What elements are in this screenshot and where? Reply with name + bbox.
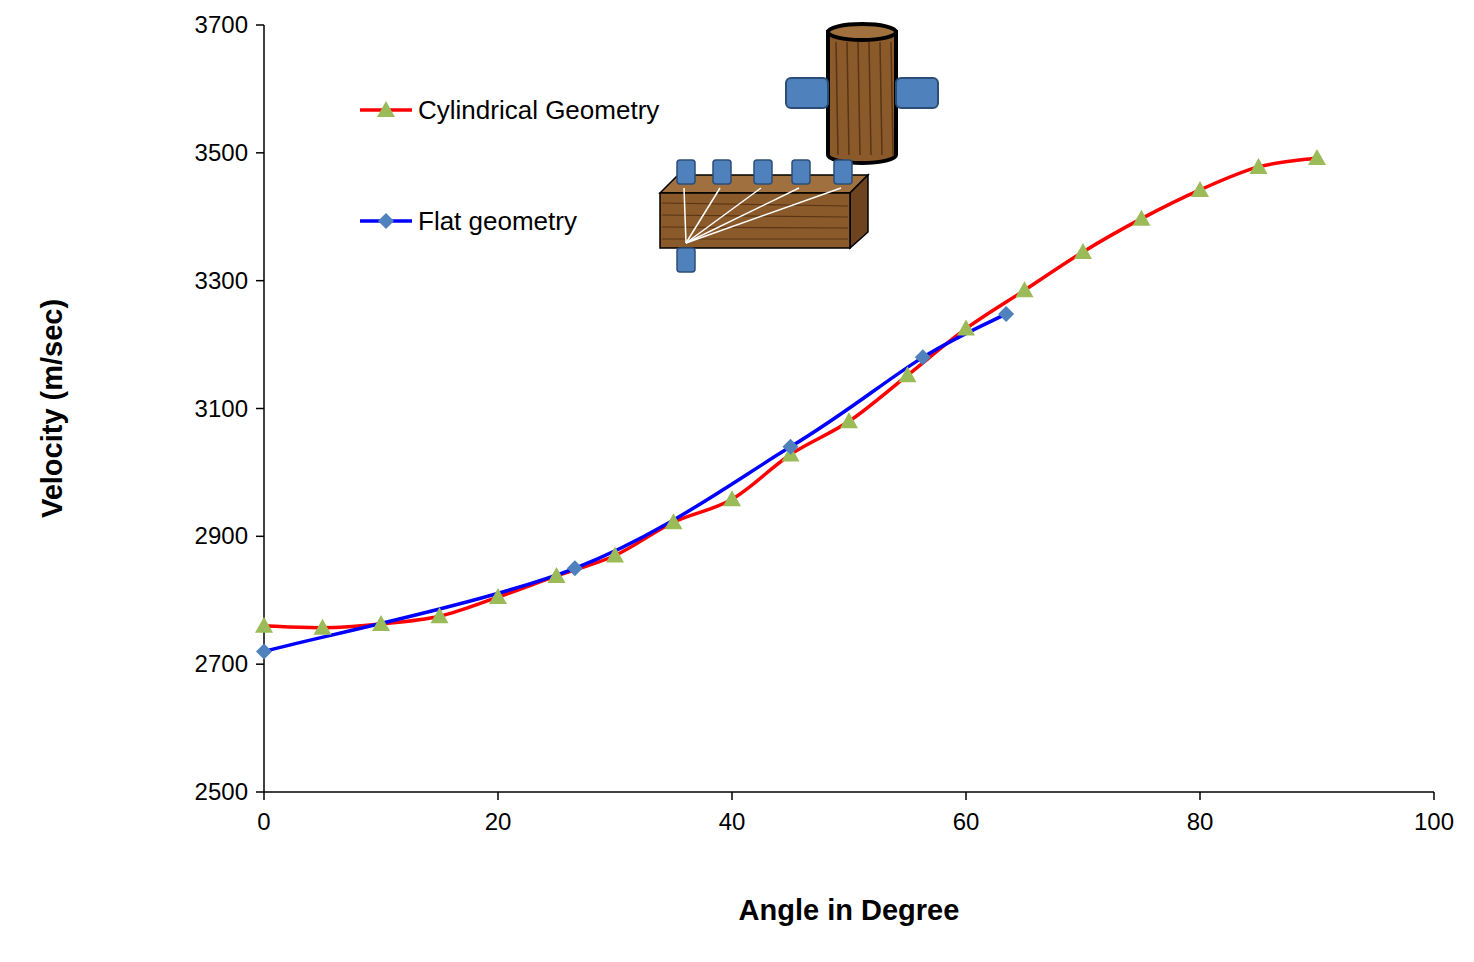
- y-tick: [256, 408, 264, 410]
- y-tick-label: 3100: [195, 395, 248, 422]
- data-point: [998, 306, 1014, 322]
- data-point: [314, 619, 332, 635]
- data-point: [489, 588, 507, 604]
- legend-label: Flat geometry: [418, 206, 577, 236]
- data-point: [1016, 281, 1034, 297]
- x-tick-label: 60: [953, 808, 980, 835]
- data-point: [1074, 243, 1092, 259]
- x-tick-label: 20: [485, 808, 512, 835]
- y-tick: [256, 152, 264, 154]
- x-axis-title: Angle in Degree: [739, 894, 960, 926]
- data-point: [665, 513, 683, 529]
- y-tick-label: 3500: [195, 139, 248, 166]
- y-tick: [256, 24, 264, 26]
- data-point: [783, 439, 799, 455]
- data-point: [1250, 158, 1268, 174]
- x-tick: [1199, 792, 1201, 800]
- x-tick-label: 80: [1187, 808, 1214, 835]
- data-point: [957, 320, 975, 336]
- data-point: [1133, 210, 1151, 226]
- data-point: [899, 366, 917, 382]
- plot-area: [255, 149, 1326, 659]
- y-tick-label: 2900: [195, 522, 248, 549]
- x-tick: [497, 792, 499, 800]
- data-point: [840, 412, 858, 428]
- x-tick-label: 40: [719, 808, 746, 835]
- data-point: [256, 643, 272, 659]
- y-tick-label: 3700: [195, 11, 248, 38]
- legend-label: Cylindrical Geometry: [418, 95, 659, 125]
- y-tick-label: 2700: [195, 650, 248, 677]
- data-point: [1308, 149, 1326, 165]
- y-tick: [256, 536, 264, 538]
- y-tick: [256, 663, 264, 665]
- y-tick-label: 2500: [195, 778, 248, 805]
- x-tick: [1433, 792, 1435, 800]
- data-point: [548, 567, 566, 583]
- y-axis-title: Velocity (m/sec): [36, 299, 68, 518]
- x-tick: [731, 792, 733, 800]
- x-tick-label: 0: [257, 808, 270, 835]
- data-point: [372, 615, 390, 631]
- x-tick: [965, 792, 967, 800]
- x-tick-label: 100: [1414, 808, 1454, 835]
- y-tick: [256, 791, 264, 793]
- data-point: [606, 547, 624, 563]
- data-point: [1191, 181, 1209, 197]
- data-point: [915, 349, 931, 365]
- legend-entry: Flat geometry: [360, 206, 577, 236]
- y-tick-label: 3300: [195, 267, 248, 294]
- data-point: [431, 607, 449, 623]
- x-tick: [263, 792, 265, 800]
- y-tick: [256, 280, 264, 282]
- legend-entry: Cylindrical Geometry: [360, 95, 659, 125]
- x-axis: [264, 791, 1434, 793]
- data-point: [723, 490, 741, 506]
- data-point: [567, 560, 583, 576]
- chart: 0 20 40 60 80 100 2500 2700 2900 3100 3300 3500 3700…: [0, 0, 1474, 962]
- series-line: [264, 314, 1006, 651]
- data-point: [255, 617, 273, 633]
- series-line: [264, 158, 1317, 628]
- illustration: [660, 24, 938, 272]
